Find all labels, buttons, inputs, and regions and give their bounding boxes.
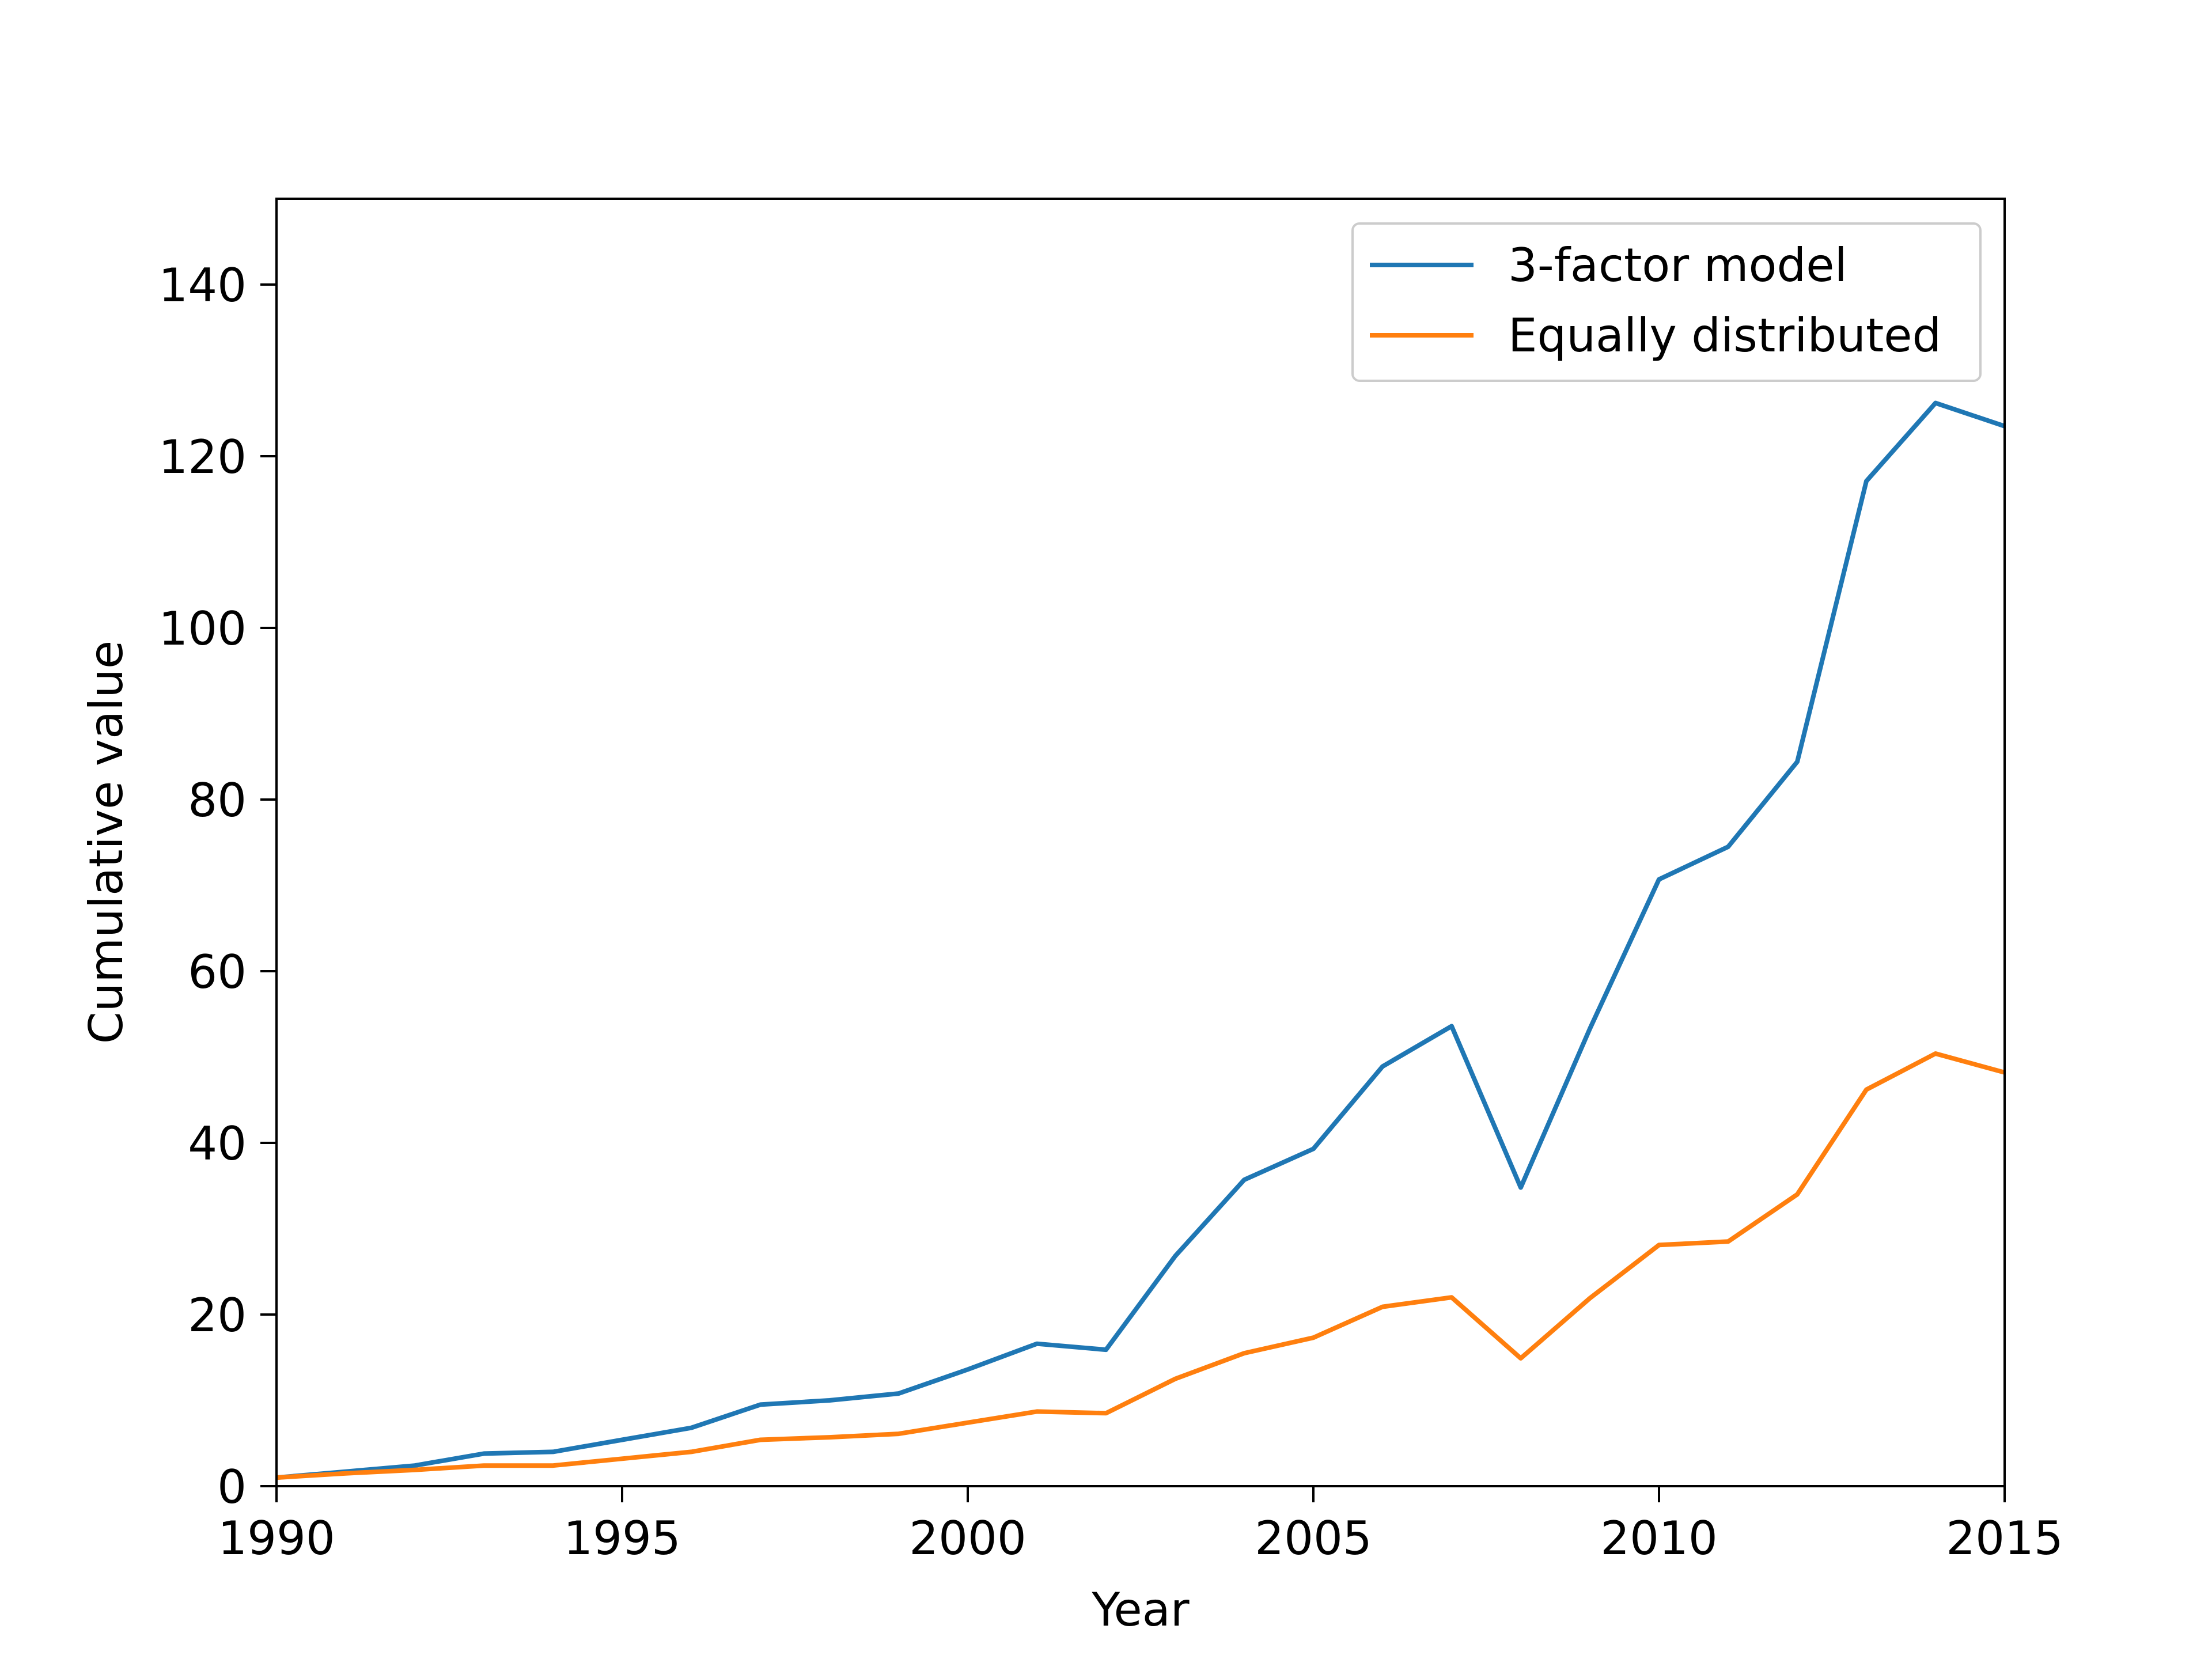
y-axis-title: Cumulative value [79, 641, 133, 1044]
y-tick-label: 120 [158, 430, 247, 484]
x-tick-label: 2005 [1255, 1512, 1372, 1565]
series-line-3-factor-model [276, 400, 2006, 1480]
legend-box [1351, 222, 1982, 382]
y-tick-label: 60 [188, 945, 247, 999]
plot-frame [275, 198, 2006, 1487]
x-axis: 1990 1995 2000 2005 2010 2015 [218, 1486, 2063, 1565]
y-tick-label: 140 [158, 259, 247, 312]
legend-label-3-factor-model: 3-factor model [1508, 238, 1847, 292]
series-line-equally-distributed [276, 1051, 2006, 1480]
x-axis-title: Year [1091, 1583, 1189, 1637]
x-tick-label: 1990 [218, 1512, 335, 1565]
y-tick-label: 80 [188, 774, 247, 827]
legend: 3-factor model Equally distributed [1351, 222, 1982, 382]
series-layer [276, 400, 2006, 1480]
x-tick-label: 2015 [1946, 1512, 2063, 1565]
y-tick-label: 0 [217, 1460, 247, 1514]
y-tick-label: 20 [188, 1289, 247, 1342]
x-tick-label: 1995 [563, 1512, 681, 1565]
x-tick-label: 2010 [1600, 1512, 1718, 1565]
y-tick-label: 100 [158, 602, 247, 656]
y-axis: 0 20 40 60 80 100 120 140 [158, 259, 276, 1514]
x-tick-label: 2000 [909, 1512, 1027, 1565]
legend-label-equally-distributed: Equally distributed [1508, 309, 1941, 362]
y-tick-label: 40 [188, 1117, 247, 1171]
